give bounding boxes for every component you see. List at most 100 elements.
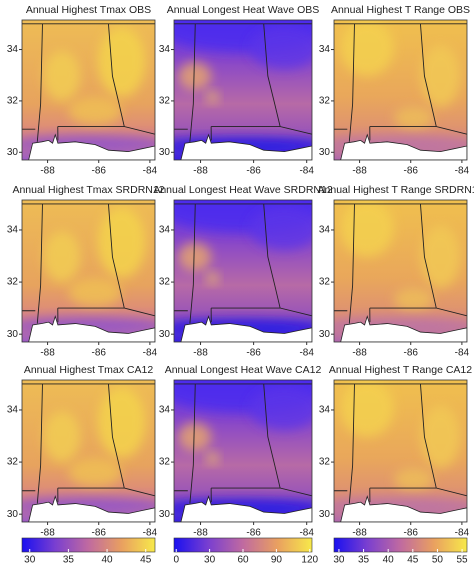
colorbar: 30 35 40 45 50 55 (333, 537, 468, 566)
state-borders (174, 204, 312, 324)
x-tick-label: -88 (193, 528, 208, 539)
map-frame (21, 379, 156, 523)
y-tick-label: 32 (159, 277, 171, 288)
map-frame (333, 379, 468, 523)
panel-title: Annual Highest Tmax OBS (26, 4, 151, 16)
colorbar-ramp (21, 537, 156, 553)
map (22, 380, 155, 522)
field-patch (207, 452, 219, 464)
y-tick-label: 34 (7, 44, 19, 55)
colorbar-tick-label: 0 (173, 555, 179, 565)
x-tick-label: -84 (299, 166, 314, 177)
map-panel: Annual Highest T Range SRDRN12 -88 -86 -84 3… (318, 184, 474, 359)
state-borders (334, 24, 467, 142)
x-tick-label: -86 (92, 166, 107, 177)
map-panel: Annual Highest Tmax SRDRN12 -88 -86 -84 30 32… (7, 184, 165, 359)
x-tick-label: -88 (352, 166, 367, 177)
colorbar-tick-label: 120 (301, 555, 318, 565)
map-panel: Annual Longest Heat Wave SRDRN12 -88 -86 -8… (153, 184, 333, 359)
y-tick-label: 34 (159, 405, 171, 416)
state-borders (22, 24, 155, 142)
colorbar-tick-label: 60 (237, 555, 249, 565)
colorbar-tick-label: 35 (63, 555, 75, 565)
y-tick-label: 34 (159, 44, 171, 55)
map (22, 200, 155, 342)
map-panel: Annual Highest Tmax OBS -88 -86 -84 30 32 34 (7, 4, 158, 177)
map-frame (21, 19, 156, 161)
y-tick-label: 32 (319, 277, 331, 288)
y-tick-label: 30 (159, 329, 171, 340)
colorbar-tick-label: 45 (407, 555, 419, 565)
y-tick-label: 34 (159, 225, 171, 236)
y-tick-label: 34 (7, 405, 19, 416)
field-patch (68, 278, 122, 307)
x-tick-label: -84 (143, 166, 158, 177)
map (174, 20, 312, 160)
gulf-water (341, 316, 467, 342)
map (334, 200, 467, 342)
x-tick-label: -86 (404, 166, 419, 177)
field-patch (340, 20, 394, 76)
map-frame (333, 199, 468, 343)
field-patch (43, 50, 81, 102)
x-tick-label: -88 (193, 348, 208, 359)
map (334, 380, 467, 522)
map-panel: Annual Longest Heat Wave OBS -88 -86 -84 30 3… (159, 4, 320, 177)
colorbar-tick-label: 40 (101, 555, 113, 565)
map-frame (173, 379, 313, 523)
state-borders (174, 24, 312, 142)
field-patch (178, 242, 212, 271)
y-tick-label: 32 (319, 457, 331, 468)
map-frame (21, 199, 156, 343)
panel-title: Annual Longest Heat Wave CA12 (165, 364, 322, 376)
map-frame (173, 19, 313, 161)
colorbar-tick-label: 50 (432, 555, 444, 565)
state-borders (22, 384, 155, 504)
gulf-water (29, 135, 155, 160)
field-patch (340, 200, 394, 257)
x-tick-label: -88 (193, 166, 208, 177)
gulf-water (181, 316, 312, 342)
map (174, 200, 312, 342)
map-panel: Annual Highest T Range OBS -88 -86 -84 30 32 3… (319, 4, 470, 177)
gulf-water (341, 135, 467, 160)
y-tick-label: 32 (159, 96, 171, 107)
state-borders (174, 384, 312, 504)
colorbar: 30 35 40 45 (21, 537, 156, 566)
y-tick-label: 30 (7, 509, 19, 520)
x-tick-label: -88 (40, 528, 55, 539)
gulf-water (29, 496, 155, 522)
map-panel: Annual Longest Heat Wave CA12 -88 -86 -84 30… (159, 364, 322, 539)
x-tick-label: -84 (455, 528, 470, 539)
x-tick-label: -86 (246, 166, 261, 177)
x-tick-label: -88 (352, 348, 367, 359)
field-patch (43, 231, 81, 283)
field-patch (249, 387, 312, 430)
x-tick-label: -84 (299, 348, 314, 359)
field-patch (249, 27, 312, 69)
field-patch (97, 27, 146, 97)
field-patch (420, 225, 461, 289)
colorbar-tick-label: 35 (358, 555, 370, 565)
x-tick-label: -88 (352, 528, 367, 539)
x-tick-label: -86 (404, 528, 419, 539)
x-tick-label: -86 (92, 348, 107, 359)
map-frame (173, 199, 313, 343)
colorbar-tick-label: 30 (24, 555, 36, 565)
map (334, 20, 467, 160)
y-tick-label: 32 (7, 277, 19, 288)
y-tick-label: 34 (319, 405, 331, 416)
y-tick-label: 30 (7, 147, 19, 158)
field-patch (207, 91, 219, 103)
gulf-water (341, 496, 467, 522)
y-tick-label: 30 (7, 329, 19, 340)
y-tick-label: 30 (319, 509, 331, 520)
y-tick-label: 34 (319, 44, 331, 55)
y-tick-label: 30 (159, 147, 171, 158)
field-patch (420, 405, 461, 469)
colorbar: 0 30 60 90 120 (173, 537, 319, 566)
y-tick-label: 32 (319, 96, 331, 107)
x-tick-label: -86 (246, 348, 261, 359)
panel-title: Annual Longest Heat Wave OBS (167, 4, 320, 16)
colorbar-tick-label: 45 (140, 555, 152, 565)
